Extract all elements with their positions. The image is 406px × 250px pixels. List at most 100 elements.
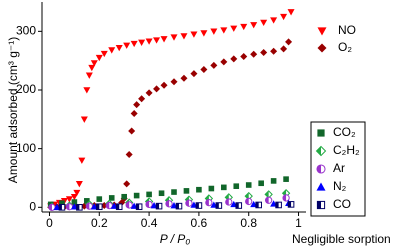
point — [285, 38, 293, 46]
point — [115, 44, 123, 52]
x-tick-label: 0.6 — [191, 216, 208, 230]
legend-marker — [317, 201, 321, 209]
point — [258, 180, 264, 187]
point — [282, 194, 287, 202]
point — [170, 34, 178, 41]
point — [158, 190, 165, 197]
point — [210, 28, 218, 35]
point — [221, 184, 227, 191]
point — [75, 181, 83, 188]
point — [255, 202, 259, 208]
point — [66, 203, 70, 210]
point — [183, 188, 190, 194]
point — [123, 42, 131, 49]
point — [96, 196, 103, 202]
point — [156, 203, 160, 209]
point — [133, 101, 141, 109]
x-tick-label: 1 — [295, 216, 302, 230]
point — [121, 193, 127, 200]
point — [180, 33, 188, 40]
point — [84, 198, 90, 204]
y-tick-label: 0 — [29, 199, 36, 213]
x-axis-label: P / P₀ — [160, 232, 191, 246]
point — [145, 201, 150, 208]
point — [160, 81, 168, 89]
annotation: Negligible sorption — [292, 232, 391, 246]
point — [160, 36, 168, 43]
point — [65, 196, 73, 203]
point — [200, 30, 208, 37]
point — [216, 202, 219, 209]
point — [287, 9, 295, 16]
point — [146, 191, 152, 198]
point — [48, 204, 52, 211]
legend-label: N₂ — [333, 179, 347, 193]
legend-marker — [316, 182, 326, 191]
point — [176, 203, 179, 209]
point — [205, 199, 209, 206]
point — [76, 204, 80, 211]
point — [288, 201, 292, 208]
point — [225, 198, 229, 206]
point — [270, 47, 278, 55]
point — [190, 70, 198, 78]
point — [145, 89, 153, 97]
legend-label: C₂H₂ — [333, 143, 360, 157]
legend-label: CO₂ — [333, 125, 356, 139]
point — [270, 178, 277, 184]
point — [270, 17, 278, 24]
point — [73, 189, 81, 197]
point — [116, 203, 120, 210]
point — [170, 78, 178, 86]
point — [171, 189, 177, 195]
point — [100, 50, 108, 58]
point — [138, 95, 146, 103]
x-tick-label: 0 — [46, 216, 53, 230]
point — [220, 58, 228, 66]
point — [59, 200, 65, 207]
point — [145, 38, 153, 45]
point — [208, 185, 215, 192]
point — [71, 199, 78, 205]
legend-box — [310, 121, 366, 217]
point — [240, 23, 248, 31]
point — [85, 72, 93, 79]
point — [123, 180, 131, 188]
point — [165, 200, 170, 207]
point — [90, 60, 98, 67]
point — [196, 186, 202, 193]
point — [210, 61, 218, 69]
point — [275, 202, 279, 208]
point — [200, 65, 208, 73]
point — [130, 109, 138, 117]
point — [125, 151, 133, 159]
point — [133, 192, 140, 199]
point — [196, 202, 199, 209]
point — [153, 37, 161, 44]
point — [190, 31, 198, 38]
point — [220, 27, 228, 34]
point — [108, 47, 116, 54]
point — [96, 203, 100, 210]
point — [260, 19, 268, 27]
point — [240, 53, 248, 61]
y-tick-label: 300 — [16, 24, 36, 38]
legend-label: NO — [338, 23, 356, 37]
legend-label: Ar — [333, 161, 345, 175]
point — [245, 182, 252, 188]
point — [95, 54, 103, 62]
x-tick-label: 0.4 — [141, 216, 158, 230]
point — [265, 190, 269, 198]
point — [78, 157, 86, 164]
y-tick-label: 200 — [16, 82, 36, 96]
point — [250, 50, 258, 58]
point — [153, 85, 161, 93]
point — [185, 200, 189, 207]
legend-marker — [317, 43, 327, 53]
point — [130, 40, 138, 48]
point — [83, 87, 91, 94]
point — [128, 127, 136, 135]
y-tick-label: 100 — [16, 141, 36, 155]
point — [86, 202, 90, 210]
legend-label: O₂ — [338, 40, 352, 54]
